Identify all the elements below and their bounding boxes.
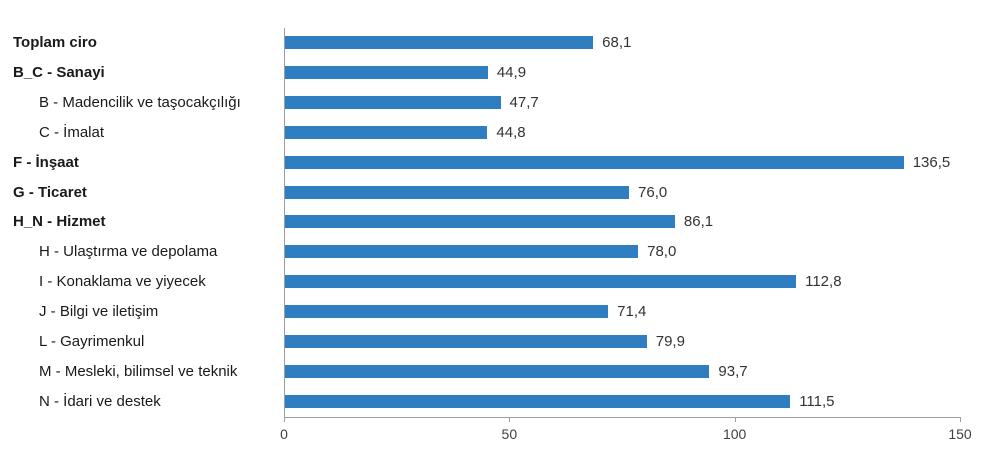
row-plot-area: 68,1 — [284, 34, 965, 52]
bar — [284, 185, 630, 199]
y-axis-line — [284, 28, 285, 418]
category-label: I - Konaklama ve yiyecek — [39, 273, 206, 291]
category-label: H_N - Hizmet — [13, 213, 106, 231]
bar-value-label: 44,8 — [496, 123, 526, 141]
chart-row: B_C - Sanayi 44,9 — [0, 58, 965, 88]
chart-row: C - İmalat 44,8 — [0, 118, 965, 148]
chart-row: H_N - Hizmet 86,1 — [0, 207, 965, 237]
x-axis: 0 50 100 150 — [280, 417, 972, 457]
bar-rows: Toplam ciro 68,1 B_C - Sanayi 44,9 B - Maden… — [0, 28, 965, 416]
category-label: L - Gayrimenkul — [39, 332, 145, 350]
category-label: B_C - Sanayi — [13, 64, 105, 82]
row-plot-area: 79,9 — [284, 332, 965, 350]
bar-value-label: 86,1 — [683, 213, 714, 231]
category-label: J - Bilgi ve iletişim — [39, 303, 159, 321]
bar-value-label: 71,4 — [617, 303, 647, 321]
bar — [284, 36, 594, 50]
row-plot-area: 93,7 — [284, 362, 965, 380]
row-plot-area: 111,5 — [284, 392, 965, 410]
bar — [284, 394, 791, 408]
x-axis-line — [284, 417, 960, 418]
category-label: G - Ticaret — [13, 183, 87, 201]
category-label: F - İnşaat — [13, 153, 79, 171]
bar-value-label: 44,9 — [496, 64, 527, 82]
x-axis-tick-label: 100 — [722, 426, 747, 442]
row-plot-area: 44,8 — [284, 123, 965, 141]
chart-row: H - Ulaştırma ve depolama 78,0 — [0, 237, 965, 267]
chart-row: Toplam ciro 68,1 — [0, 28, 965, 58]
row-plot-area: 47,7 — [284, 94, 965, 112]
bar-value-label: 93,7 — [718, 362, 748, 380]
row-plot-area: 78,0 — [284, 243, 965, 261]
bar — [284, 305, 609, 319]
category-label: C - İmalat — [39, 123, 105, 141]
chart-row: G - Ticaret 76,0 — [0, 177, 965, 207]
bar-value-label: 136,5 — [912, 153, 951, 171]
category-label: M - Mesleki, bilimsel ve teknik — [39, 362, 238, 380]
bar-value-label: 111,5 — [799, 392, 835, 410]
bar — [284, 364, 710, 378]
x-axis-tick-label: 150 — [948, 426, 972, 442]
row-plot-area: 136,5 — [284, 153, 965, 171]
chart-row: I - Konaklama ve yiyecek 112,8 — [0, 267, 965, 297]
x-axis-tick — [284, 417, 285, 422]
bar — [284, 155, 904, 169]
row-plot-area: 71,4 — [284, 303, 965, 321]
bar — [284, 66, 488, 80]
category-label: H - Ulaştırma ve depolama — [39, 243, 218, 261]
chart-row: J - Bilgi ve iletişim 71,4 — [0, 297, 965, 327]
x-axis-tick-label: 0 — [280, 426, 288, 442]
bar — [284, 334, 647, 348]
bar — [284, 245, 639, 259]
category-label: N - İdari ve destek — [39, 392, 161, 410]
chart-row: B - Madencilik ve taşocakçılığı 47,7 — [0, 88, 965, 118]
bar — [284, 96, 501, 110]
bar-value-label: 47,7 — [509, 94, 539, 112]
row-plot-area: 44,9 — [284, 64, 965, 82]
bar — [284, 215, 675, 229]
bar-value-label: 68,1 — [602, 34, 632, 52]
bar — [284, 125, 488, 139]
category-label: B - Madencilik ve taşocakçılığı — [39, 94, 241, 112]
category-label: Toplam ciro — [13, 34, 97, 52]
chart-row: N - İdari ve destek 111,5 — [0, 386, 965, 416]
bar-value-label: 78,0 — [647, 243, 677, 261]
bar-value-label: 112,8 — [805, 273, 842, 291]
bar-value-label: 76,0 — [638, 183, 668, 201]
row-plot-area: 76,0 — [284, 183, 965, 201]
x-axis-tick — [509, 417, 511, 422]
x-axis-tick-label: 50 — [501, 426, 518, 442]
x-axis-tick — [734, 417, 736, 422]
chart-row: M - Mesleki, bilimsel ve teknik 93,7 — [0, 356, 965, 386]
chart-row: L - Gayrimenkul 79,9 — [0, 326, 965, 356]
row-plot-area: 112,8 — [284, 273, 965, 291]
chart-row: F - İnşaat 136,5 — [0, 147, 965, 177]
x-axis-tick — [960, 417, 961, 422]
row-plot-area: 86,1 — [284, 213, 965, 231]
bar — [284, 275, 797, 289]
bar-value-label: 79,9 — [655, 332, 685, 350]
